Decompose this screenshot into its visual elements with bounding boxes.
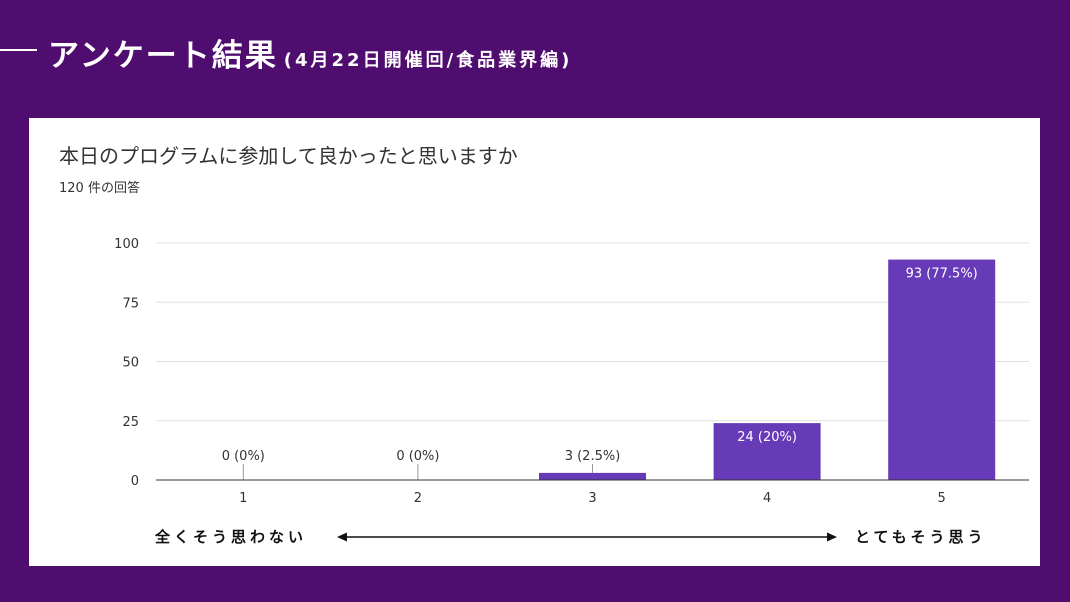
y-tick-label: 25 [122, 415, 139, 430]
y-tick-label: 0 [131, 474, 139, 489]
scale-left-label: 全くそう思わない [155, 528, 308, 546]
y-tick-label: 100 [114, 237, 139, 252]
y-tick-label: 50 [122, 356, 139, 371]
x-tick-label: 1 [239, 491, 247, 506]
chart-gridlines [156, 242, 1029, 422]
x-tick-label: 4 [763, 491, 771, 506]
data-label: 93 (77.5%) [906, 267, 978, 282]
page-title: アンケート結果 [48, 38, 278, 74]
survey-result-card: 本日のプログラムに参加して良かったと思いますか 120 件の回答 0 25 50 75… [29, 118, 1040, 566]
data-label: 0 (0%) [396, 449, 439, 464]
chart-bars [539, 259, 996, 480]
bar [888, 259, 996, 480]
chart-y-ticks: 0 25 50 75 100 [114, 237, 139, 489]
data-label: 3 (2.5%) [565, 449, 621, 464]
chart-data-labels: 0 (0%) 0 (0%) 3 (2.5%) 24 (20%) 93 (77.5%) [222, 267, 978, 480]
bar [539, 472, 646, 480]
data-label: 24 (20%) [737, 430, 797, 445]
bar [713, 423, 821, 480]
header-accent-line [0, 49, 37, 51]
x-tick-label: 2 [414, 491, 422, 506]
chart-x-ticks: 1 2 3 4 5 [156, 479, 1029, 506]
page-header: アンケート結果 (4月22日開催回/食品業界編) [48, 30, 572, 75]
question-title: 本日のプログラムに参加して良かったと思いますか [59, 144, 518, 168]
y-tick-label: 75 [122, 296, 139, 311]
response-count: 120 件の回答 [59, 181, 140, 196]
x-tick-label: 3 [588, 491, 596, 506]
page-subtitle: (4月22日開催回/食品業界編) [283, 50, 573, 71]
scale-right-label: とてもそう思う [855, 528, 987, 546]
scale-arrow [337, 532, 837, 542]
data-label: 0 (0%) [222, 449, 265, 464]
x-tick-label: 5 [938, 491, 946, 506]
